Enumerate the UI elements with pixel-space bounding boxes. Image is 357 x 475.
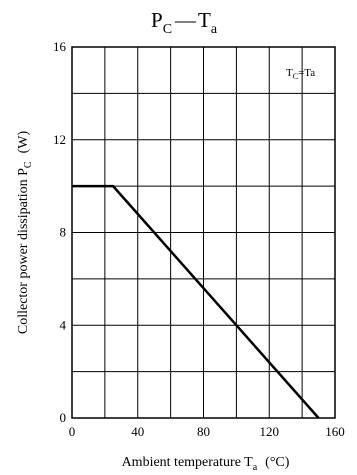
y-tick-label: 12 <box>53 132 66 147</box>
y-tick-label: 8 <box>60 225 67 240</box>
annotation-tc-ta: TC=Ta <box>286 67 315 81</box>
x-tick-label: 160 <box>325 424 345 439</box>
x-tick-label: 80 <box>197 424 210 439</box>
x-axis-label-text: Ambient temperature T <box>122 455 254 470</box>
title-dash: — <box>174 8 197 32</box>
x-tick-labels: 0 40 80 120 160 <box>69 424 345 439</box>
x-tick-label: 40 <box>131 424 144 439</box>
series-group <box>72 184 320 419</box>
svg-text:PC—Ta: PC —Ta <box>151 8 218 37</box>
x-axis-label-sub: a <box>253 462 258 473</box>
y-tick-label: 16 <box>53 39 67 54</box>
title-var: T <box>198 8 211 32</box>
y-axis-label: Collector power dissipation PC (W) <box>16 131 34 335</box>
title-main: P <box>151 8 163 32</box>
title-main-sub: C <box>163 22 172 37</box>
y-tick-label: 0 <box>60 410 67 425</box>
y-tick-label: 4 <box>60 317 67 332</box>
x-tick-label: 0 <box>69 424 76 439</box>
chart-title: PC —Ta <box>151 8 218 37</box>
y-axis-label-sub: C <box>23 161 34 168</box>
plot-frame <box>71 46 336 419</box>
annotation-post: =Ta <box>298 67 315 79</box>
x-axis-label: Ambient temperature Ta (°C) <box>122 455 290 473</box>
annotation-sub: C <box>293 72 298 81</box>
series-line <box>72 184 320 419</box>
grid <box>72 47 335 418</box>
y-tick-labels: 0 4 8 12 16 <box>53 39 67 425</box>
y-axis-label-unit: (W) <box>16 131 31 154</box>
x-axis-label-unit: (°C) <box>265 455 290 470</box>
y-axis-label-text: Collector power dissipation P <box>16 168 31 334</box>
annotation-pre: T <box>286 67 293 79</box>
title-var-sub: a <box>211 22 218 37</box>
x-tick-label: 120 <box>260 424 280 439</box>
